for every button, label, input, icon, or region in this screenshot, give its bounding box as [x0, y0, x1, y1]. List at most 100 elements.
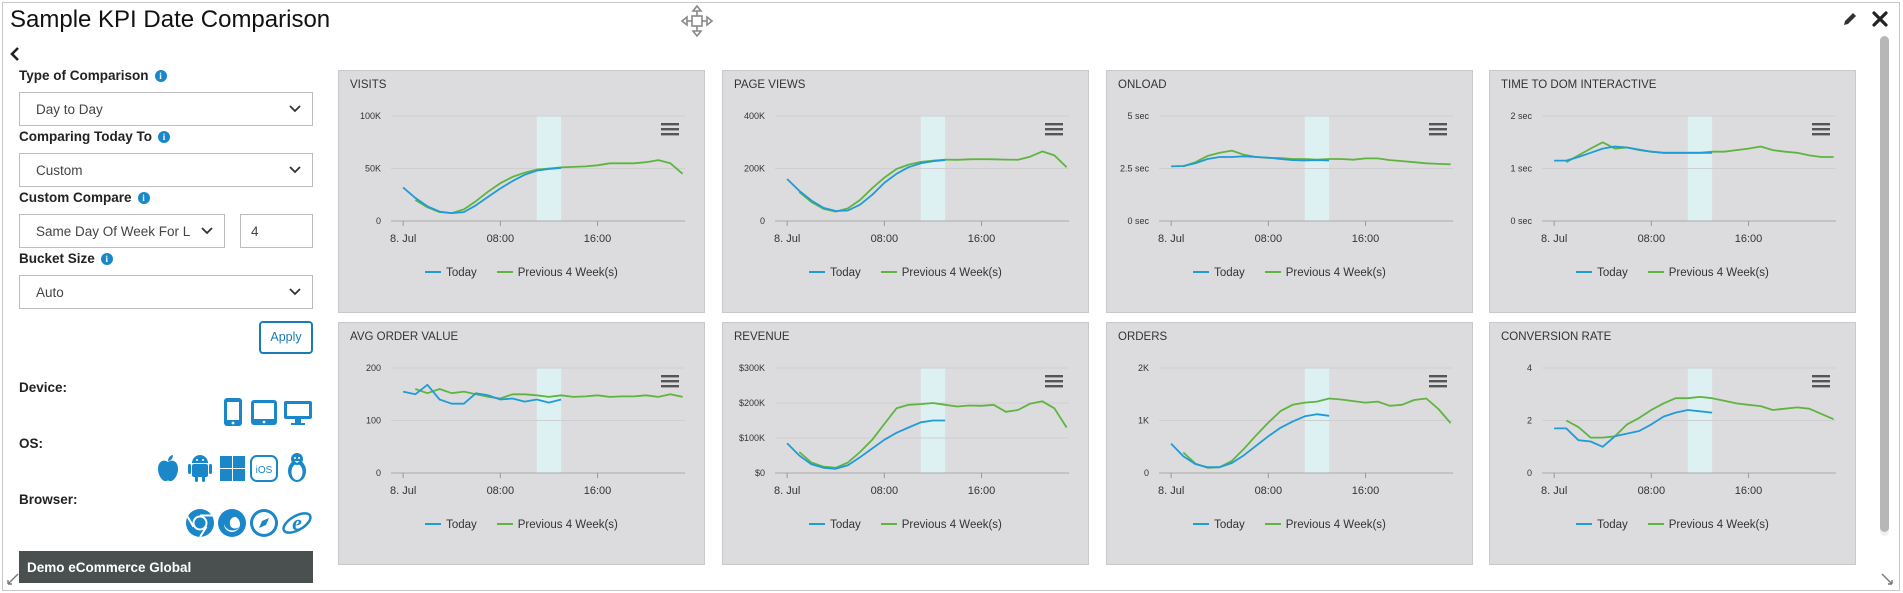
chart-title: CONVERSION RATE	[1501, 331, 1612, 343]
hamburger-menu-icon[interactable]	[1429, 122, 1447, 136]
legend-label: Previous 4 Week(s)	[1285, 519, 1386, 531]
close-icon[interactable]	[1870, 8, 1890, 30]
hamburger-menu-icon[interactable]	[661, 374, 679, 388]
y-tick-label: 0 sec	[1510, 216, 1532, 226]
pencil-icon[interactable]	[1841, 10, 1859, 28]
chart-title: AVG ORDER VALUE	[350, 331, 459, 343]
linux-icon[interactable]	[283, 452, 311, 483]
chevron-left-icon[interactable]	[8, 46, 22, 62]
android-icon[interactable]	[187, 452, 213, 483]
hamburger-menu-icon[interactable]	[1045, 374, 1063, 388]
legend-item-today[interactable]: Today	[1576, 519, 1628, 531]
legend-item-today[interactable]: Today	[809, 267, 861, 279]
series-line-today	[1554, 409, 1713, 448]
desktop-icon[interactable]	[283, 400, 313, 426]
ios-icon-text: iOS	[256, 465, 273, 476]
series-line-today	[1170, 413, 1330, 469]
x-tick-label: 08:00	[487, 485, 515, 497]
chart-card-onload: ONLOAD 0 sec 2.5 sec 5 sec 8. Jul 08:00 16:00 T…	[1106, 70, 1473, 313]
y-tick-label: 100	[366, 416, 381, 426]
legend-item-previous[interactable]: Previous 4 Week(s)	[1647, 519, 1769, 531]
resize-handle-right-icon[interactable]	[1880, 572, 1894, 586]
comparing-today-to-select[interactable]: Custom	[19, 153, 313, 187]
chart-legend: Today Previous 4 Week(s)	[1490, 519, 1855, 531]
legend-swatch	[425, 271, 442, 273]
custom-compare-select[interactable]: Same Day Of Week For L	[19, 214, 225, 248]
chevron-down-icon	[289, 105, 301, 113]
legend-swatch	[880, 271, 897, 273]
safari-icon[interactable]	[249, 508, 279, 538]
hamburger-menu-icon[interactable]	[1429, 374, 1447, 388]
apply-button[interactable]: Apply	[259, 321, 313, 354]
apple-icon[interactable]	[155, 453, 181, 483]
info-icon[interactable]: i	[158, 131, 170, 143]
hamburger-menu-icon[interactable]	[1045, 122, 1063, 136]
ie-icon[interactable]: e	[281, 507, 313, 539]
hamburger-menu-icon[interactable]	[661, 122, 679, 136]
custom-compare-label: Custom Compare i	[19, 190, 150, 205]
chart-card-revenue: REVENUE $0 $100K $200K $300K 8. Jul 08:00 16:00…	[722, 322, 1089, 565]
chart-card-conversion-rate: CONVERSION RATE 0 2 4 8. Jul 08:00 16:00 Today P…	[1489, 322, 1856, 565]
legend-swatch	[425, 523, 442, 525]
y-tick-label: 0	[760, 216, 765, 226]
x-tick-label: 08:00	[1255, 485, 1283, 497]
resize-handle-left-icon[interactable]	[6, 572, 20, 586]
legend-item-today[interactable]: Today	[1193, 519, 1245, 531]
legend-label: Today	[1597, 519, 1628, 531]
info-icon[interactable]: i	[137, 192, 150, 204]
y-tick-label: 400K	[744, 111, 765, 121]
legend-item-today[interactable]: Today	[1193, 267, 1245, 279]
chart-plot: 0 2 4 8. Jul 08:00 16:00	[1527, 363, 1836, 497]
scrollbar-thumb[interactable]	[1880, 36, 1889, 532]
windows-icon[interactable]	[219, 455, 246, 482]
y-tick-label: 200	[366, 363, 381, 373]
chart-plot: 0 100 200 8. Jul 08:00 16:00	[366, 363, 685, 497]
tablet-icon[interactable]	[250, 399, 278, 426]
legend-item-today[interactable]: Today	[425, 519, 477, 531]
legend-item-previous[interactable]: Previous 4 Week(s)	[880, 267, 1002, 279]
legend-item-today[interactable]: Today	[1576, 267, 1628, 279]
legend-swatch	[496, 271, 513, 273]
x-tick-label: 08:00	[871, 233, 899, 245]
series-line-today	[786, 159, 946, 212]
legend-swatch	[1264, 271, 1281, 273]
comparing-today-to-value: Custom	[36, 163, 83, 178]
hamburger-menu-icon[interactable]	[1812, 122, 1830, 136]
y-tick-label: 0	[376, 216, 381, 226]
custom-weeks-input[interactable]: 4	[240, 214, 313, 248]
account-name-bar[interactable]: Demo eCommerce Global	[19, 551, 313, 583]
legend-swatch	[1576, 523, 1593, 525]
chart-legend: Today Previous 4 Week(s)	[339, 267, 704, 279]
legend-label: Previous 4 Week(s)	[1285, 267, 1386, 279]
chart-legend: Today Previous 4 Week(s)	[1107, 519, 1472, 531]
account-name: Demo eCommerce Global	[27, 560, 192, 575]
legend-item-previous[interactable]: Previous 4 Week(s)	[1264, 267, 1386, 279]
type-of-comparison-select[interactable]: Day to Day	[19, 92, 313, 126]
x-tick-label: 16:00	[1735, 485, 1763, 497]
bucket-size-select[interactable]: Auto	[19, 275, 313, 309]
legend-item-previous[interactable]: Previous 4 Week(s)	[1647, 267, 1769, 279]
info-icon[interactable]: i	[100, 253, 113, 265]
device-label: Device:	[19, 380, 68, 395]
legend-item-previous[interactable]: Previous 4 Week(s)	[496, 267, 618, 279]
legend-item-today[interactable]: Today	[809, 519, 861, 531]
legend-item-previous[interactable]: Previous 4 Week(s)	[496, 519, 618, 531]
legend-swatch	[809, 271, 826, 273]
chart-legend: Today Previous 4 Week(s)	[1490, 267, 1855, 279]
move-icon[interactable]	[680, 4, 714, 38]
x-tick-label: 8. Jul	[390, 233, 416, 245]
hamburger-menu-icon[interactable]	[1812, 374, 1830, 388]
legend-item-previous[interactable]: Previous 4 Week(s)	[1264, 519, 1386, 531]
legend-label: Today	[1597, 267, 1628, 279]
firefox-icon[interactable]	[217, 508, 247, 538]
phone-icon[interactable]	[222, 397, 244, 427]
bucket-size-label: Bucket Size i	[19, 251, 113, 266]
ios-icon[interactable]: iOS	[250, 455, 278, 482]
chrome-icon[interactable]	[185, 508, 215, 538]
legend-item-previous[interactable]: Previous 4 Week(s)	[880, 519, 1002, 531]
x-tick-label: 8. Jul	[1541, 485, 1567, 497]
info-icon[interactable]: i	[154, 70, 167, 82]
x-tick-label: 08:00	[1638, 485, 1666, 497]
legend-label: Previous 4 Week(s)	[901, 267, 1002, 279]
legend-item-today[interactable]: Today	[425, 267, 477, 279]
